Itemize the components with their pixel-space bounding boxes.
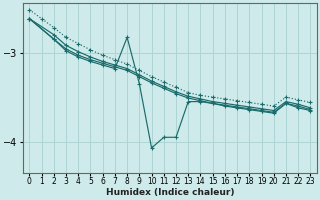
X-axis label: Humidex (Indice chaleur): Humidex (Indice chaleur) — [106, 188, 234, 197]
